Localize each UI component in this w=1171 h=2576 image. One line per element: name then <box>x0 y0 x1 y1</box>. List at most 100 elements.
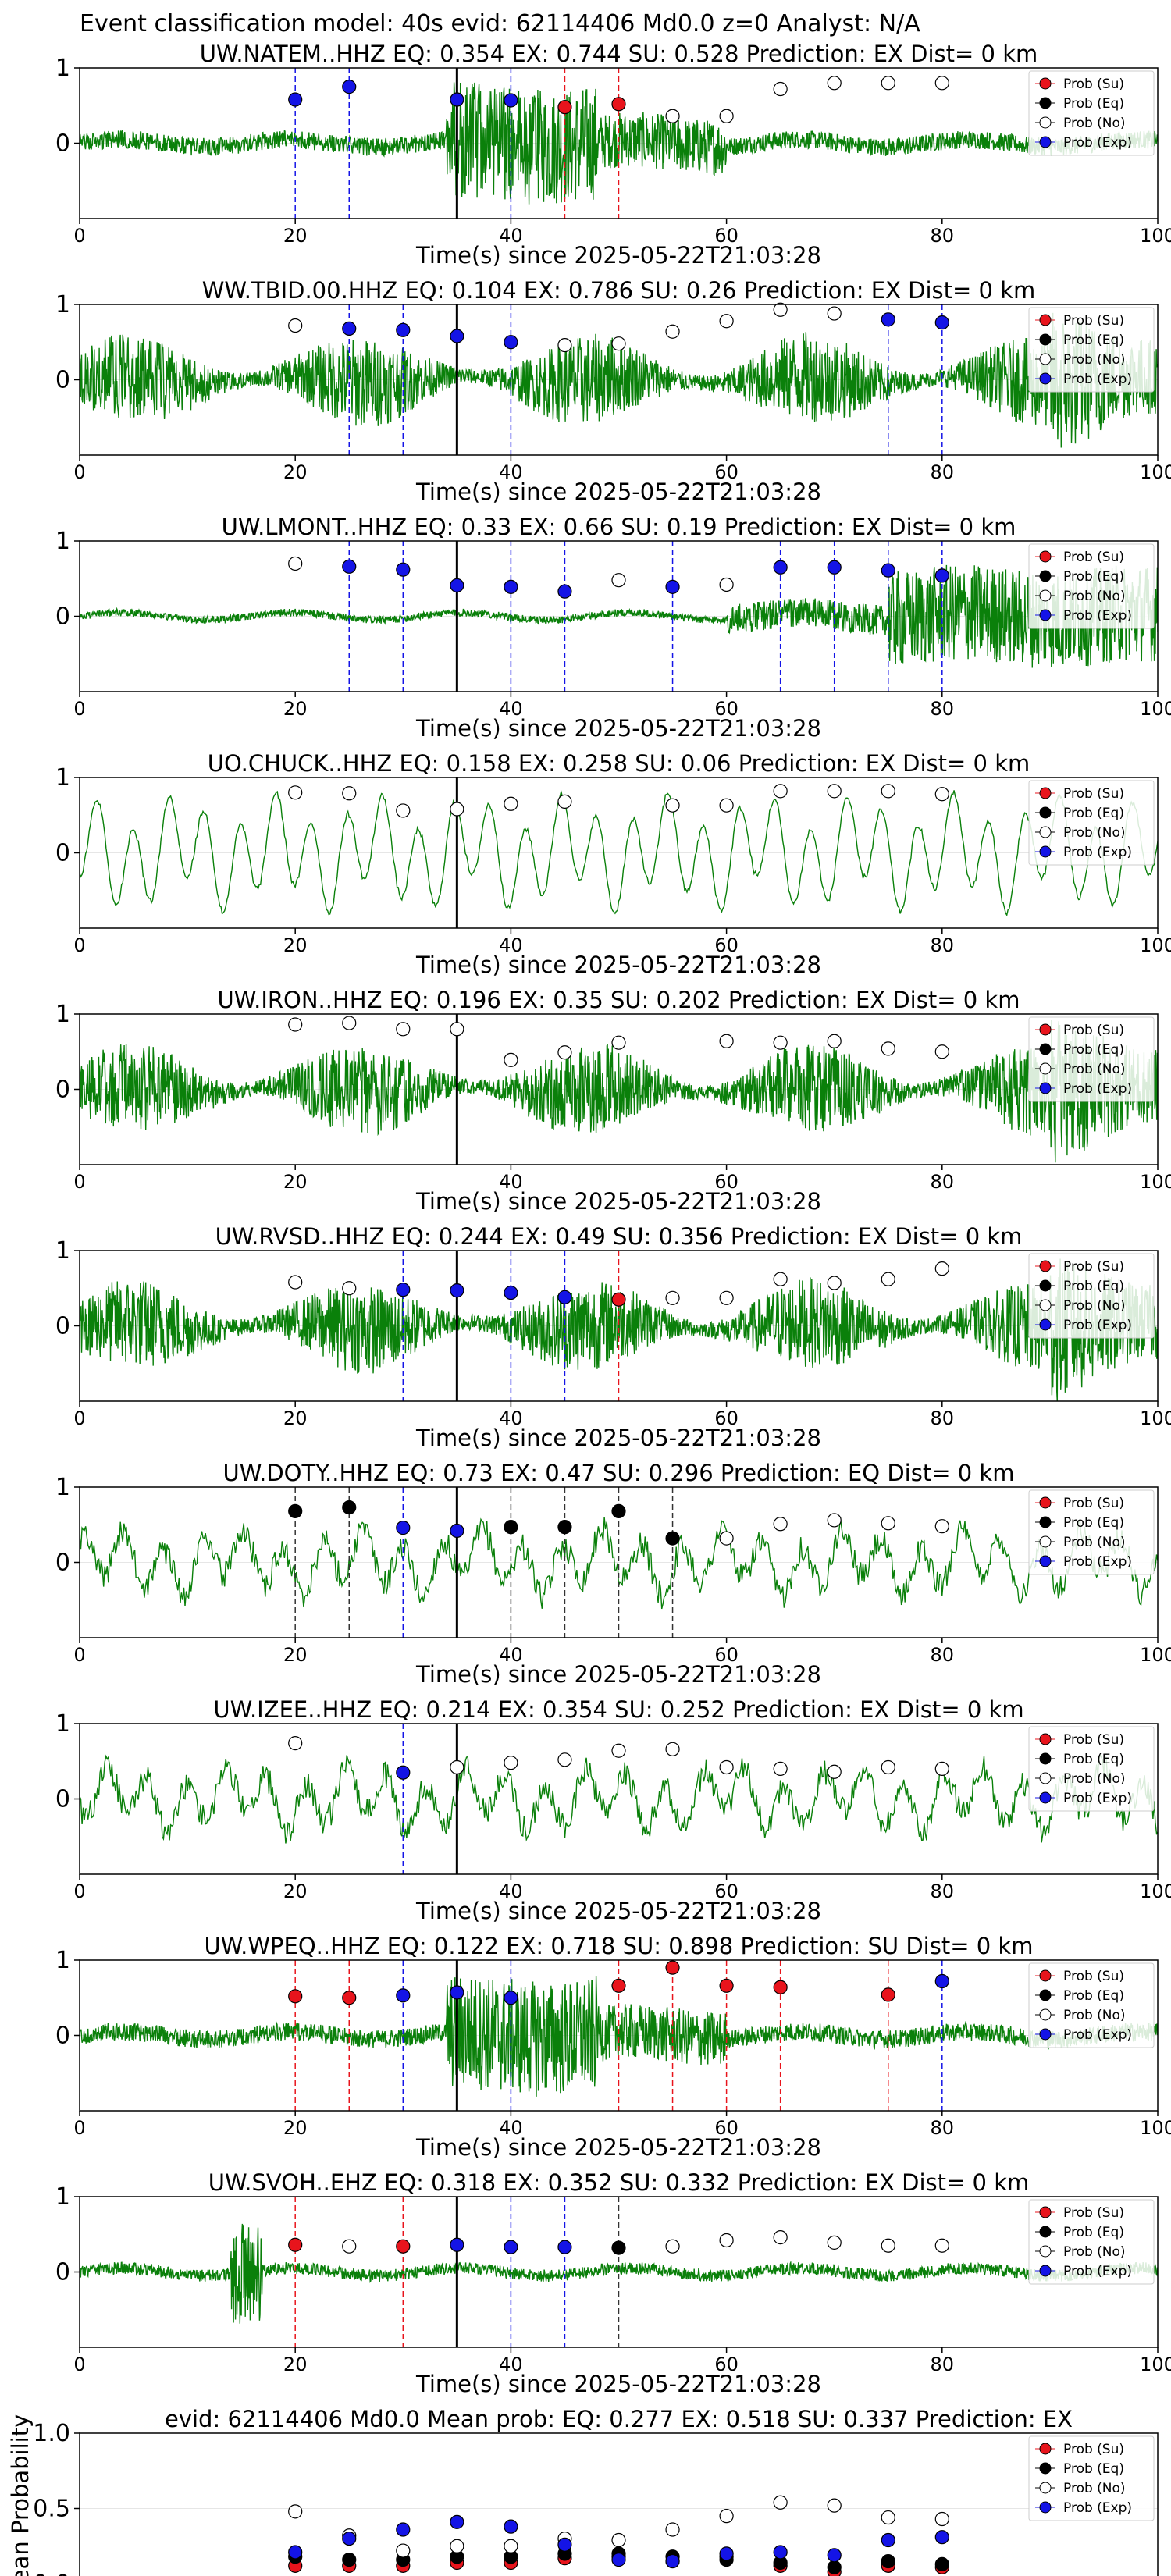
legend-box <box>1028 1962 1155 2048</box>
x-tick-label: 100 <box>1140 225 1171 247</box>
legend-marker-eq <box>1039 1279 1052 1292</box>
legend-marker-su <box>1039 1260 1052 1272</box>
mean-point-exp <box>881 2532 895 2548</box>
prob-point-no <box>934 1761 949 1776</box>
panel-9: UW.SVOH..EHZ EQ: 0.318 EX: 0.352 SU: 0.3… <box>55 2169 1171 2397</box>
x-tick-label: 100 <box>1140 1880 1171 1902</box>
legend-label-no: Prob (No) <box>1063 1062 1126 1077</box>
x-tick-label: 80 <box>931 1171 955 1193</box>
prob-point-no <box>773 1517 788 1532</box>
legend-label-su: Prob (Su) <box>1063 1732 1124 1748</box>
legend-label-no: Prob (No) <box>1063 352 1126 368</box>
x-tick-label: 40 <box>499 1171 523 1193</box>
prob-point-exp <box>881 312 895 327</box>
prob-point-eq <box>557 1520 572 1535</box>
prob-point-no <box>934 787 949 802</box>
mean-point-exp <box>665 2553 680 2569</box>
x-tick-label: 80 <box>931 1407 955 1429</box>
x-axis-label: Time(s) since 2025-05-22T21:03:28 <box>415 1661 821 1688</box>
prob-point-no <box>773 302 788 317</box>
legend-marker-exp <box>1039 372 1052 385</box>
prob-point-no <box>611 1035 626 1050</box>
legend-marker-exp <box>1039 1082 1052 1094</box>
x-tick-label: 80 <box>931 225 955 247</box>
figure-title: Event classification model: 40s evid: 62… <box>80 10 920 37</box>
panel-title: UW.DOTY..HHZ EQ: 0.73 EX: 0.47 SU: 0.296… <box>223 1460 1015 1486</box>
prob-point-exp <box>557 584 572 599</box>
prob-point-no <box>611 336 626 351</box>
mean-point-exp <box>934 2530 949 2545</box>
prob-point-no <box>719 798 734 813</box>
x-tick-label: 0 <box>73 1644 85 1666</box>
prob-point-no <box>665 109 680 123</box>
x-tick-label: 60 <box>714 934 739 956</box>
legend-label-su: Prob (Su) <box>1063 1023 1124 1038</box>
prob-point-no <box>881 1759 895 1775</box>
seismic-trace <box>80 789 1158 917</box>
prob-point-su <box>719 1978 734 1993</box>
panel-1: WW.TBID.00.HHZ EQ: 0.104 EX: 0.786 SU: 0… <box>55 277 1171 505</box>
x-tick-label: 40 <box>499 1407 523 1429</box>
x-tick-label: 80 <box>931 2117 955 2139</box>
prob-point-exp <box>504 579 518 594</box>
x-tick-label: 100 <box>1140 461 1171 483</box>
prob-point-su <box>288 2237 303 2252</box>
y-tick-label: 1 <box>55 1237 70 1265</box>
prob-point-eq <box>288 1503 303 1518</box>
legend-label-su: Prob (Su) <box>1063 2205 1124 2221</box>
prob-point-no <box>827 1764 842 1779</box>
panel-title: UO.CHUCK..HHZ EQ: 0.158 EX: 0.258 SU: 0.… <box>208 750 1030 777</box>
legend-marker-exp <box>1039 2501 1052 2514</box>
legend-marker-eq <box>1039 2462 1052 2475</box>
mean-point-exp <box>827 2548 842 2563</box>
mean-point-eq <box>342 2553 357 2567</box>
legend-label-su: Prob (Su) <box>1063 1969 1124 1984</box>
x-tick-label: 100 <box>1140 2117 1171 2139</box>
x-tick-label: 40 <box>499 698 523 720</box>
legend-label-su: Prob (Su) <box>1063 786 1124 802</box>
legend-marker-eq <box>1039 97 1052 109</box>
prob-point-no <box>719 1034 734 1048</box>
legend-marker-su <box>1039 1969 1052 1982</box>
y-tick-label: 1 <box>55 528 70 555</box>
prob-point-no <box>665 1290 680 1305</box>
x-tick-label: 80 <box>931 461 955 483</box>
x-axis-label: Time(s) since 2025-05-22T21:03:28 <box>415 479 821 505</box>
panel-title: evid: 62114406 Md0.0 Mean prob: EQ: 0.27… <box>165 2406 1073 2432</box>
prob-point-exp <box>396 1521 411 1535</box>
prob-point-no <box>773 784 788 799</box>
mean-point-no <box>773 2495 788 2510</box>
legend-label-eq: Prob (Eq) <box>1063 806 1124 821</box>
prob-point-no <box>288 1735 303 1751</box>
y-tick-label: 0.0 <box>33 2571 70 2576</box>
prob-point-no <box>504 1756 518 1770</box>
seismic-trace <box>80 564 1158 668</box>
x-axis-label: Time(s) since 2025-05-22T21:03:28 <box>415 1898 821 1924</box>
legend-label-su: Prob (Su) <box>1063 550 1124 565</box>
panel-8: UW.WPEQ..HHZ EQ: 0.122 EX: 0.718 SU: 0.8… <box>55 1933 1171 2161</box>
legend-marker-no <box>1039 2245 1052 2258</box>
prob-point-no <box>288 556 303 571</box>
prob-point-su <box>773 1980 788 1994</box>
x-tick-label: 80 <box>931 2354 955 2375</box>
legend-label-no: Prob (No) <box>1063 2008 1126 2023</box>
legend-box <box>1028 2199 1155 2285</box>
legend-marker-su <box>1039 1023 1052 1036</box>
x-tick-label: 0 <box>73 2354 85 2375</box>
y-tick-label: 0 <box>55 2023 70 2050</box>
legend-label-eq: Prob (Eq) <box>1063 569 1124 585</box>
prob-point-no <box>719 1531 734 1546</box>
x-tick-label: 20 <box>283 225 308 247</box>
prob-point-exp <box>450 578 464 593</box>
legend-label-su: Prob (Su) <box>1063 1496 1124 1511</box>
legend-marker-no <box>1039 589 1052 602</box>
legend-label-exp: Prob (Exp) <box>1063 2500 1132 2516</box>
x-tick-label: 100 <box>1140 2354 1171 2375</box>
x-axis-label: Time(s) since 2025-05-22T21:03:28 <box>415 1188 821 1215</box>
prob-point-exp <box>934 568 949 583</box>
x-tick-label: 60 <box>714 1171 739 1193</box>
prob-point-exp <box>665 579 680 594</box>
x-tick-label: 80 <box>931 1880 955 1902</box>
legend-marker-eq <box>1039 2226 1052 2238</box>
prob-point-exp <box>342 80 357 94</box>
